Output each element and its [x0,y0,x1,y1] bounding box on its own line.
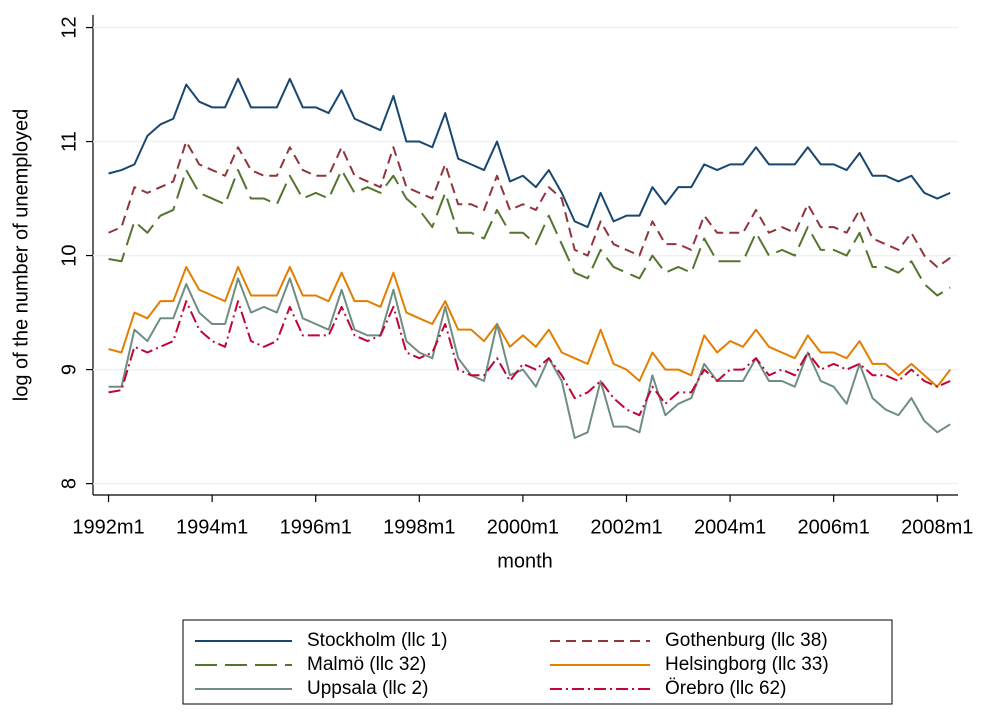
legend-label: Malmö (llc 32) [307,654,426,675]
x-axis-title: month [497,550,553,572]
x-tick-label: 1996m1 [280,516,352,538]
x-tick-label: 1998m1 [383,516,455,538]
y-tick-label: 8 [58,478,80,489]
x-tick-label: 2004m1 [694,516,766,538]
y-tick-label: 12 [58,16,80,38]
legend-box [182,619,893,705]
series-line [108,265,952,388]
legend-label: Gothenburg (llc 38) [665,630,828,651]
y-axis-title: log of the number of unemployed [10,109,32,401]
series-line [108,140,951,268]
y-tick-label: 10 [58,244,80,266]
legend-label: Uppsala (llc 2) [307,678,428,699]
series-line [108,300,951,417]
legend-label: Örebro (llc 62) [665,678,786,699]
series-line [108,77,951,229]
x-tick-label: 1994m1 [176,516,248,538]
x-tick-label: 1992m1 [72,516,144,538]
x-tick-label: 2006m1 [798,516,870,538]
x-tick-label: 2008m1 [901,516,973,538]
y-tick-label: 9 [58,364,80,375]
x-tick-label: 2000m1 [487,516,559,538]
series-line [108,277,951,439]
legend-label: Stockholm (llc 1) [307,630,447,651]
legend-label: Helsingborg (llc 33) [665,654,829,675]
x-tick-label: 2002m1 [590,516,662,538]
y-tick-label: 11 [58,131,80,152]
